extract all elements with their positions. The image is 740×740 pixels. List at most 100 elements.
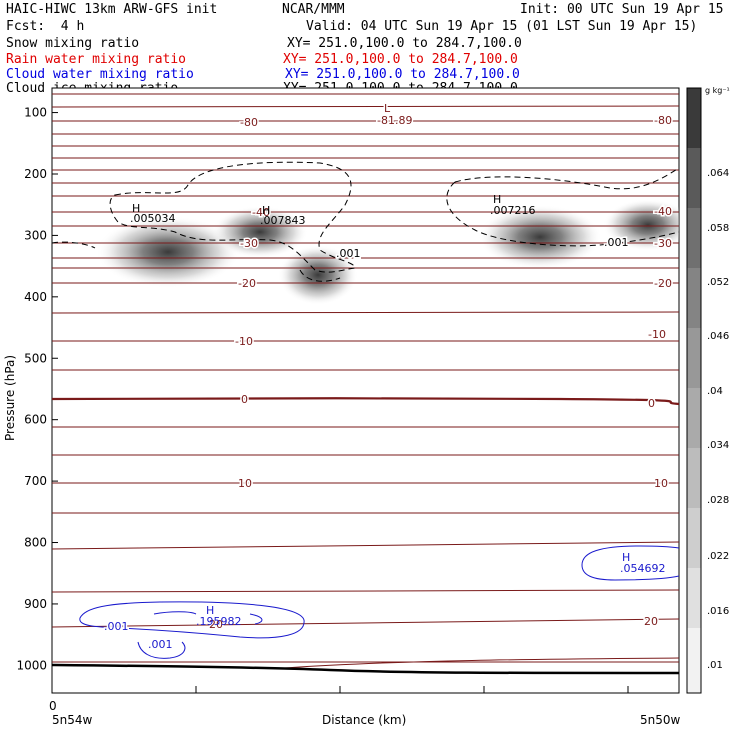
cloud-water-contour <box>249 613 263 625</box>
colorbar-bin <box>687 388 701 448</box>
shaded-cell-2 <box>212 206 308 258</box>
high-value: .195982 <box>196 615 242 628</box>
colorbar-bin <box>687 148 701 208</box>
cloud-water-contour <box>581 564 679 581</box>
field-label-snow: Snow mixing ratio <box>6 36 140 51</box>
y-axis: 100 200 300 400 500 600 700 800 900 1000 <box>16 106 58 672</box>
shaded-cell-1 <box>96 216 240 288</box>
y-axis-title: Pressure (hPa) <box>3 355 17 441</box>
colorbar-bin <box>687 88 701 148</box>
shaded-cell-4 <box>478 205 602 269</box>
colorbar-bin <box>687 448 701 508</box>
high-marker: H <box>622 551 630 564</box>
isotherm-line <box>52 105 679 108</box>
x-tick-label: 0 <box>49 699 57 713</box>
isotherm-label: -80 <box>240 116 258 129</box>
isotherm-label: -20 <box>238 277 256 290</box>
high-marker: H <box>206 604 214 617</box>
cloud-water-contour <box>153 611 197 615</box>
isotherm-label: 0 <box>241 393 248 406</box>
isotherm-label: 20 <box>209 618 223 631</box>
valid-time: Valid: 04 UTC Sun 19 Apr 15 (01 LST Sun … <box>306 19 698 34</box>
org-label: NCAR/MMM <box>282 2 345 17</box>
isotherm-label: -10 <box>648 328 666 341</box>
field-xy-snow: XY= 251.0,100.0 to 284.7,100.0 <box>287 36 522 51</box>
ice-contour <box>52 241 96 249</box>
high-marker: H <box>262 204 270 217</box>
y-tick-label: 800 <box>24 536 47 550</box>
colorbar-label: .04 <box>707 386 723 397</box>
y-tick-label: 400 <box>24 290 47 304</box>
ice-contour <box>454 167 679 190</box>
field-label-rain: Rain water mixing ratio <box>6 52 187 67</box>
contour-value: .001 <box>604 236 629 249</box>
high-value: .005034 <box>130 212 176 225</box>
cloud-water-contour <box>581 545 679 566</box>
isotherm-line <box>284 657 679 669</box>
model-title: HAIC-HIWC 13km ARW-GFS init <box>6 2 218 17</box>
y-tick-label: 600 <box>24 413 47 427</box>
y-tick-label: 500 <box>24 351 47 365</box>
init-time: Init: 00 UTC Sun 19 Apr 15 <box>520 2 724 17</box>
high-marker: H <box>132 202 140 215</box>
x-axis <box>51 686 629 693</box>
ice-contour <box>109 161 356 273</box>
isotherm-label: -30 <box>654 237 672 250</box>
colorbar-label: .022 <box>707 551 729 562</box>
ice-contour <box>299 269 341 282</box>
colorbar-labels: .064 .058 .052 .046 .04 .034 .028 .022 .… <box>707 168 729 671</box>
field-label-cloud-water: Cloud water mixing ratio <box>6 67 194 82</box>
colorbar-label: .046 <box>707 331 729 342</box>
shaded-mixing-ratio <box>96 199 679 305</box>
colorbar-bin <box>687 268 701 328</box>
high-value: .054692 <box>620 562 666 575</box>
field-xy-rain: XY= 251.0,100.0 to 284.7,100.0 <box>283 52 518 67</box>
cloud-water-contours <box>79 545 679 659</box>
isotherm-label: 10 <box>238 477 252 490</box>
ice-contour <box>446 181 679 247</box>
isotherm-line <box>52 589 679 593</box>
x-start-label: 5n54w <box>52 713 93 727</box>
colorbar-bin <box>687 328 701 388</box>
colorbar-label: .034 <box>707 440 729 451</box>
shaded-cell-3 <box>278 245 358 305</box>
low-marker: L <box>384 102 391 115</box>
terrain-line <box>51 663 680 675</box>
colorbar-label: .064 <box>707 168 729 179</box>
isotherm-label: -40 <box>654 205 672 218</box>
y-tick-label: 200 <box>24 167 47 181</box>
forecast-hour: Fcst: 4 h <box>6 19 85 34</box>
cloud-ice-contours <box>52 161 679 282</box>
x-end-label: 5n50w <box>640 713 681 727</box>
colorbar-bin <box>687 628 701 693</box>
isotherm-line <box>52 311 679 314</box>
isotherm-labels: -80 -80 -40 -40 -30 -30 -20 -20 -10 -10 … <box>208 113 674 633</box>
isotherm-label: -40 <box>252 206 270 219</box>
cloud-water-contour <box>137 641 186 659</box>
y-tick-label: 900 <box>24 597 47 611</box>
colorbar-bin <box>687 208 701 268</box>
colorbar-label: .058 <box>707 223 729 234</box>
y-tick-label: 100 <box>24 106 47 120</box>
colorbar-label: .01 <box>707 660 723 671</box>
high-value: .007216 <box>490 204 536 217</box>
extrema-annotations: L -81.89 H .005034 H .007843 H .007216 .… <box>103 101 666 653</box>
colorbar-bin <box>687 568 701 628</box>
isotherm-label: 10 <box>654 477 668 490</box>
isotherm-line <box>52 397 679 406</box>
isotherm-line <box>52 541 679 550</box>
y-tick-label: 300 <box>24 228 47 242</box>
isotherm-label: -10 <box>235 335 253 348</box>
contour-value: .001 <box>336 247 361 260</box>
colorbar-label: .028 <box>707 495 729 506</box>
low-value: -81.89 <box>377 114 412 127</box>
isotherm-label: 20 <box>644 615 658 628</box>
isotherm-label: -80 <box>654 114 672 127</box>
y-tick-label: 700 <box>24 474 47 488</box>
field-xy-cloud-water: XY= 251.0,100.0 to 284.7,100.0 <box>285 67 520 82</box>
isotherm-label: -20 <box>654 277 672 290</box>
y-tick-label: 1000 <box>16 658 47 672</box>
colorbar-label: .052 <box>707 277 729 288</box>
high-marker: H <box>493 193 501 206</box>
